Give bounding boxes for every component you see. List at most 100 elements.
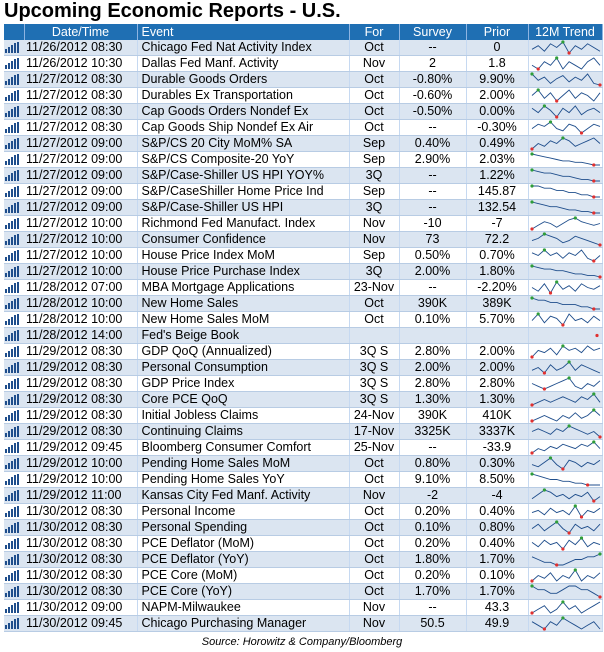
- bar-chart-icon[interactable]: [5, 362, 19, 374]
- row-icon-cell[interactable]: [4, 471, 24, 488]
- column-header-for[interactable]: For: [349, 24, 400, 40]
- table-row[interactable]: 11/30/2012 08:30 Personal Spending Oct 0.10…: [4, 519, 603, 536]
- row-icon-cell[interactable]: [4, 71, 24, 88]
- table-row[interactable]: 11/27/2012 09:00 S&P/Case-Shiller US HPI …: [4, 167, 603, 184]
- table-row[interactable]: 11/30/2012 08:30 Personal Income Oct 0.20% 0…: [4, 503, 603, 520]
- table-row[interactable]: 11/27/2012 09:00 S&P/Case-Shiller US HPI 3…: [4, 199, 603, 216]
- bar-chart-icon[interactable]: [5, 186, 19, 198]
- bar-chart-icon[interactable]: [5, 138, 19, 150]
- table-row[interactable]: 11/29/2012 09:45 Bloomberg Consumer Comfo…: [4, 439, 603, 456]
- bar-chart-icon[interactable]: [5, 474, 19, 486]
- row-icon-cell[interactable]: [4, 343, 24, 360]
- row-icon-cell[interactable]: [4, 231, 24, 248]
- bar-chart-icon[interactable]: [5, 570, 19, 582]
- bar-chart-icon[interactable]: [5, 506, 19, 518]
- row-icon-cell[interactable]: [4, 599, 24, 616]
- row-icon-cell[interactable]: [4, 247, 24, 264]
- table-row[interactable]: 11/27/2012 08:30 Durables Ex Transportati…: [4, 87, 603, 104]
- table-row[interactable]: 11/27/2012 08:30 Cap Goods Orders Nondef …: [4, 103, 603, 120]
- table-row[interactable]: 11/26/2012 10:30 Dallas Fed Manf. Activit…: [4, 55, 603, 72]
- row-icon-cell[interactable]: [4, 263, 24, 280]
- bar-chart-icon[interactable]: [5, 122, 19, 134]
- row-icon-cell[interactable]: [4, 455, 24, 472]
- bar-chart-icon[interactable]: [5, 218, 19, 230]
- row-icon-cell[interactable]: [4, 135, 24, 152]
- table-row[interactable]: 11/27/2012 09:00 S&P/CS Composite-20 YoY S…: [4, 151, 603, 168]
- table-row[interactable]: 11/27/2012 08:30 Cap Goods Ship Nondef Ex…: [4, 119, 603, 136]
- row-icon-cell[interactable]: [4, 295, 24, 312]
- row-icon-cell[interactable]: [4, 503, 24, 520]
- table-row[interactable]: 11/29/2012 08:30 Core PCE QoQ 3Q S 1.30% 1.3…: [4, 391, 603, 408]
- row-icon-cell[interactable]: [4, 535, 24, 552]
- bar-chart-icon[interactable]: [5, 42, 19, 54]
- table-row[interactable]: 11/30/2012 08:30 PCE Core (MoM) Oct 0.20% 0.…: [4, 567, 603, 584]
- column-header-event[interactable]: Event: [137, 24, 350, 40]
- row-icon-cell[interactable]: [4, 407, 24, 424]
- table-row[interactable]: 11/27/2012 09:00 S&P/CS 20 City MoM% SA Se…: [4, 135, 603, 152]
- table-row[interactable]: 11/26/2012 08:30 Chicago Fed Nat Activity…: [4, 40, 603, 56]
- table-row[interactable]: 11/30/2012 08:30 PCE Deflator (YoY) Oct 1.8…: [4, 551, 603, 568]
- table-row[interactable]: 11/28/2012 07:00 MBA Mortgage Application…: [4, 279, 603, 296]
- bar-chart-icon[interactable]: [5, 298, 19, 310]
- row-icon-cell[interactable]: [4, 439, 24, 456]
- bar-chart-icon[interactable]: [5, 522, 19, 534]
- row-icon-cell[interactable]: [4, 119, 24, 136]
- column-header-datetime[interactable]: Date/Time: [24, 24, 138, 40]
- bar-chart-icon[interactable]: [5, 282, 19, 294]
- table-row[interactable]: 11/30/2012 09:45 Chicago Purchasing Manag…: [4, 615, 603, 632]
- table-row[interactable]: 11/29/2012 11:00 Kansas City Fed Manf. Ac…: [4, 487, 603, 504]
- table-row[interactable]: 11/29/2012 10:00 Pending Home Sales YoY Oc…: [4, 471, 603, 488]
- bar-chart-icon[interactable]: [5, 250, 19, 262]
- bar-chart-icon[interactable]: [5, 74, 19, 86]
- row-icon-cell[interactable]: [4, 519, 24, 536]
- row-icon-cell[interactable]: [4, 359, 24, 376]
- row-icon-cell[interactable]: [4, 183, 24, 200]
- bar-chart-icon[interactable]: [5, 266, 19, 278]
- bar-chart-icon[interactable]: [5, 170, 19, 182]
- table-row[interactable]: 11/27/2012 10:00 House Price Index MoM Sep…: [4, 247, 603, 264]
- row-icon-cell[interactable]: [4, 487, 24, 504]
- row-icon-cell[interactable]: [4, 391, 24, 408]
- row-icon-cell[interactable]: [4, 167, 24, 184]
- bar-chart-icon[interactable]: [5, 90, 19, 102]
- column-header-survey[interactable]: Survey: [399, 24, 467, 40]
- bar-chart-icon[interactable]: [5, 202, 19, 214]
- row-icon-cell[interactable]: [4, 311, 24, 328]
- row-icon-cell[interactable]: [4, 199, 24, 216]
- bar-chart-icon[interactable]: [5, 378, 19, 390]
- row-icon-cell[interactable]: [4, 151, 24, 168]
- table-row[interactable]: 11/29/2012 08:30 Personal Consumption 3Q S…: [4, 359, 603, 376]
- table-row[interactable]: 11/28/2012 10:00 New Home Sales Oct 390K 389…: [4, 295, 603, 312]
- table-row[interactable]: 11/29/2012 08:30 GDP Price Index 3Q S 2.80%…: [4, 375, 603, 392]
- row-icon-cell[interactable]: [4, 87, 24, 104]
- bar-chart-icon[interactable]: [5, 458, 19, 470]
- table-row[interactable]: 11/27/2012 09:00 S&P/CaseShiller Home Pri…: [4, 183, 603, 200]
- row-icon-cell[interactable]: [4, 40, 24, 56]
- table-row[interactable]: 11/27/2012 10:00 House Price Purchase Ind…: [4, 263, 603, 280]
- bar-chart-icon[interactable]: [5, 586, 19, 598]
- bar-chart-icon[interactable]: [5, 426, 19, 438]
- table-row[interactable]: 11/28/2012 10:00 New Home Sales MoM Oct 0.1…: [4, 311, 603, 328]
- bar-chart-icon[interactable]: [5, 618, 19, 630]
- table-row[interactable]: 11/30/2012 08:30 PCE Deflator (MoM) Oct 0.2…: [4, 535, 603, 552]
- table-row[interactable]: 11/29/2012 08:30 Continuing Claims 17-Nov 3…: [4, 423, 603, 440]
- bar-chart-icon[interactable]: [5, 490, 19, 502]
- row-icon-cell[interactable]: [4, 375, 24, 392]
- row-icon-cell[interactable]: [4, 327, 24, 344]
- row-icon-cell[interactable]: [4, 567, 24, 584]
- bar-chart-icon[interactable]: [5, 106, 19, 118]
- bar-chart-icon[interactable]: [5, 602, 19, 614]
- bar-chart-icon[interactable]: [5, 442, 19, 454]
- table-row[interactable]: 11/29/2012 08:30 GDP QoQ (Annualized) 3Q S…: [4, 343, 603, 360]
- table-row[interactable]: 11/27/2012 10:00 Richmond Fed Manufact. I…: [4, 215, 603, 232]
- row-icon-cell[interactable]: [4, 551, 24, 568]
- row-icon-cell[interactable]: [4, 423, 24, 440]
- row-icon-cell[interactable]: [4, 215, 24, 232]
- bar-chart-icon[interactable]: [5, 234, 19, 246]
- table-row[interactable]: 11/29/2012 08:30 Initial Jobless Claims 24…: [4, 407, 603, 424]
- table-row[interactable]: 11/28/2012 14:00 Fed's Beige Book: [4, 327, 603, 344]
- bar-chart-icon[interactable]: [5, 330, 19, 342]
- bar-chart-icon[interactable]: [5, 394, 19, 406]
- row-icon-cell[interactable]: [4, 615, 24, 632]
- bar-chart-icon[interactable]: [5, 410, 19, 422]
